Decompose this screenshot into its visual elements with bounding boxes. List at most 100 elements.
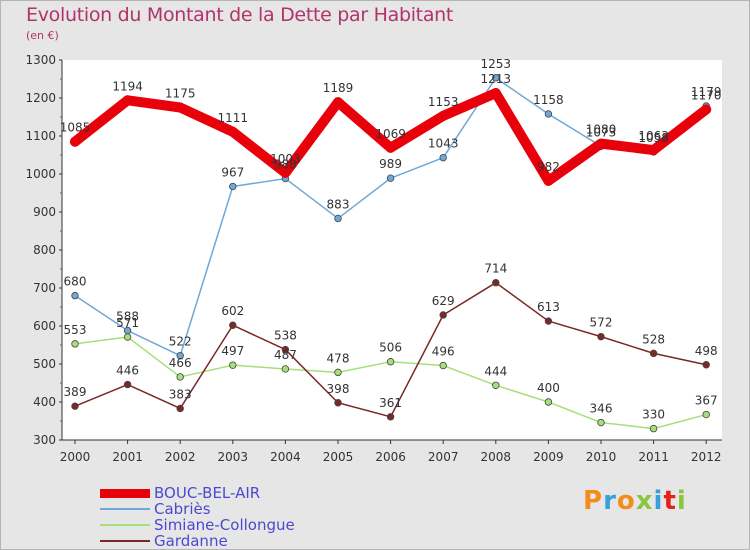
data-point <box>439 311 447 319</box>
data-point <box>71 340 79 348</box>
y-tick-label: 500 <box>33 357 56 371</box>
x-tick-label: 2009 <box>533 450 564 464</box>
legend-swatch <box>100 508 150 510</box>
x-tick-label: 2012 <box>691 450 722 464</box>
data-point <box>281 345 290 354</box>
data-label: 444 <box>484 364 507 378</box>
legend-item: Simiane-Collongue <box>100 517 360 533</box>
data-label: 1043 <box>428 137 459 151</box>
data-point <box>123 333 132 341</box>
data-label: 389 <box>64 385 87 399</box>
x-tick-label: 2004 <box>270 450 301 464</box>
data-label: 1213 <box>481 72 512 86</box>
legend-label: Simiane-Collongue <box>154 516 295 534</box>
data-point <box>70 136 80 147</box>
logo-letter: r <box>603 486 617 516</box>
data-label: 1179 <box>691 85 722 99</box>
data-point <box>334 368 342 377</box>
y-tick-label: 900 <box>33 205 56 219</box>
data-point <box>492 381 500 389</box>
data-label: 613 <box>537 300 560 314</box>
data-label: 1158 <box>533 93 564 107</box>
data-label: 538 <box>274 329 297 343</box>
data-point <box>334 399 342 407</box>
data-point <box>280 167 291 178</box>
data-label: 1003 <box>270 152 301 166</box>
data-label: 967 <box>221 166 244 180</box>
y-tick-label: 600 <box>33 319 56 333</box>
data-point <box>438 110 449 121</box>
x-tick-label: 2001 <box>112 450 143 464</box>
y-tick-label: 800 <box>33 243 56 257</box>
logo-letter: i <box>653 486 664 516</box>
data-point <box>176 404 184 413</box>
logo-letter: P <box>583 486 604 516</box>
data-label: 553 <box>64 323 87 337</box>
legend-swatch <box>100 540 150 542</box>
y-tick-label: 700 <box>33 281 56 295</box>
y-tick-label: 1100 <box>25 129 56 143</box>
data-point <box>385 142 396 153</box>
legend-swatch <box>100 524 150 526</box>
data-label: 1080 <box>586 123 617 137</box>
data-point <box>701 104 712 115</box>
legend-item: BOUC-BEL-AIR <box>100 485 360 501</box>
data-point <box>702 361 710 369</box>
data-label: 1063 <box>638 129 669 143</box>
data-point <box>490 88 501 99</box>
data-point <box>175 102 186 113</box>
data-label: 989 <box>379 157 402 171</box>
data-label: 1058 <box>638 131 669 145</box>
data-label: 982 <box>537 160 560 174</box>
data-label: 496 <box>432 345 455 359</box>
data-label: 714 <box>484 262 507 276</box>
data-label: 988 <box>274 158 297 172</box>
x-tick-label: 2008 <box>481 450 512 464</box>
data-point <box>596 138 606 149</box>
plot-area <box>62 60 722 440</box>
data-point <box>597 418 605 427</box>
y-tick-label: 1200 <box>25 91 56 105</box>
data-point <box>71 402 79 410</box>
data-point <box>333 97 343 108</box>
x-tick-label: 2002 <box>165 450 196 464</box>
data-point <box>439 153 447 162</box>
data-point <box>176 351 184 360</box>
legend-label: Gardanne <box>154 532 228 550</box>
data-point <box>334 214 342 223</box>
data-point <box>386 413 395 421</box>
data-label: 1073 <box>586 125 617 139</box>
data-point <box>229 182 237 191</box>
data-label: 497 <box>221 344 244 358</box>
legend-swatch <box>100 488 150 498</box>
chart-subtitle: (en €) <box>26 29 59 42</box>
data-label: 498 <box>695 344 718 358</box>
x-tick-label: 2007 <box>428 450 459 464</box>
legend-label: BOUC-BEL-AIR <box>154 484 261 502</box>
data-point <box>543 175 554 186</box>
x-tick-label: 2006 <box>375 450 406 464</box>
data-label: 680 <box>64 275 87 289</box>
data-label: 383 <box>169 387 192 401</box>
data-label: 1189 <box>323 81 354 95</box>
data-label: 1194 <box>112 79 143 93</box>
data-label: 1085 <box>60 121 91 135</box>
data-point <box>227 126 238 137</box>
data-point <box>492 74 500 82</box>
data-label: 883 <box>327 197 350 211</box>
data-label: 629 <box>432 294 455 308</box>
data-label: 1111 <box>218 111 249 125</box>
logo-letter: t <box>663 486 677 516</box>
data-point <box>123 380 132 389</box>
data-label: 602 <box>221 304 244 318</box>
data-point <box>71 291 79 300</box>
x-tick-label: 2000 <box>60 450 91 464</box>
y-tick-label: 400 <box>33 395 56 409</box>
data-point <box>544 317 553 325</box>
data-label: 528 <box>642 332 665 346</box>
data-label: 1253 <box>481 57 512 71</box>
data-point <box>386 174 395 182</box>
data-label: 1153 <box>428 95 459 109</box>
data-point <box>492 278 500 287</box>
proxiti-logo: Proxiti <box>583 486 687 516</box>
